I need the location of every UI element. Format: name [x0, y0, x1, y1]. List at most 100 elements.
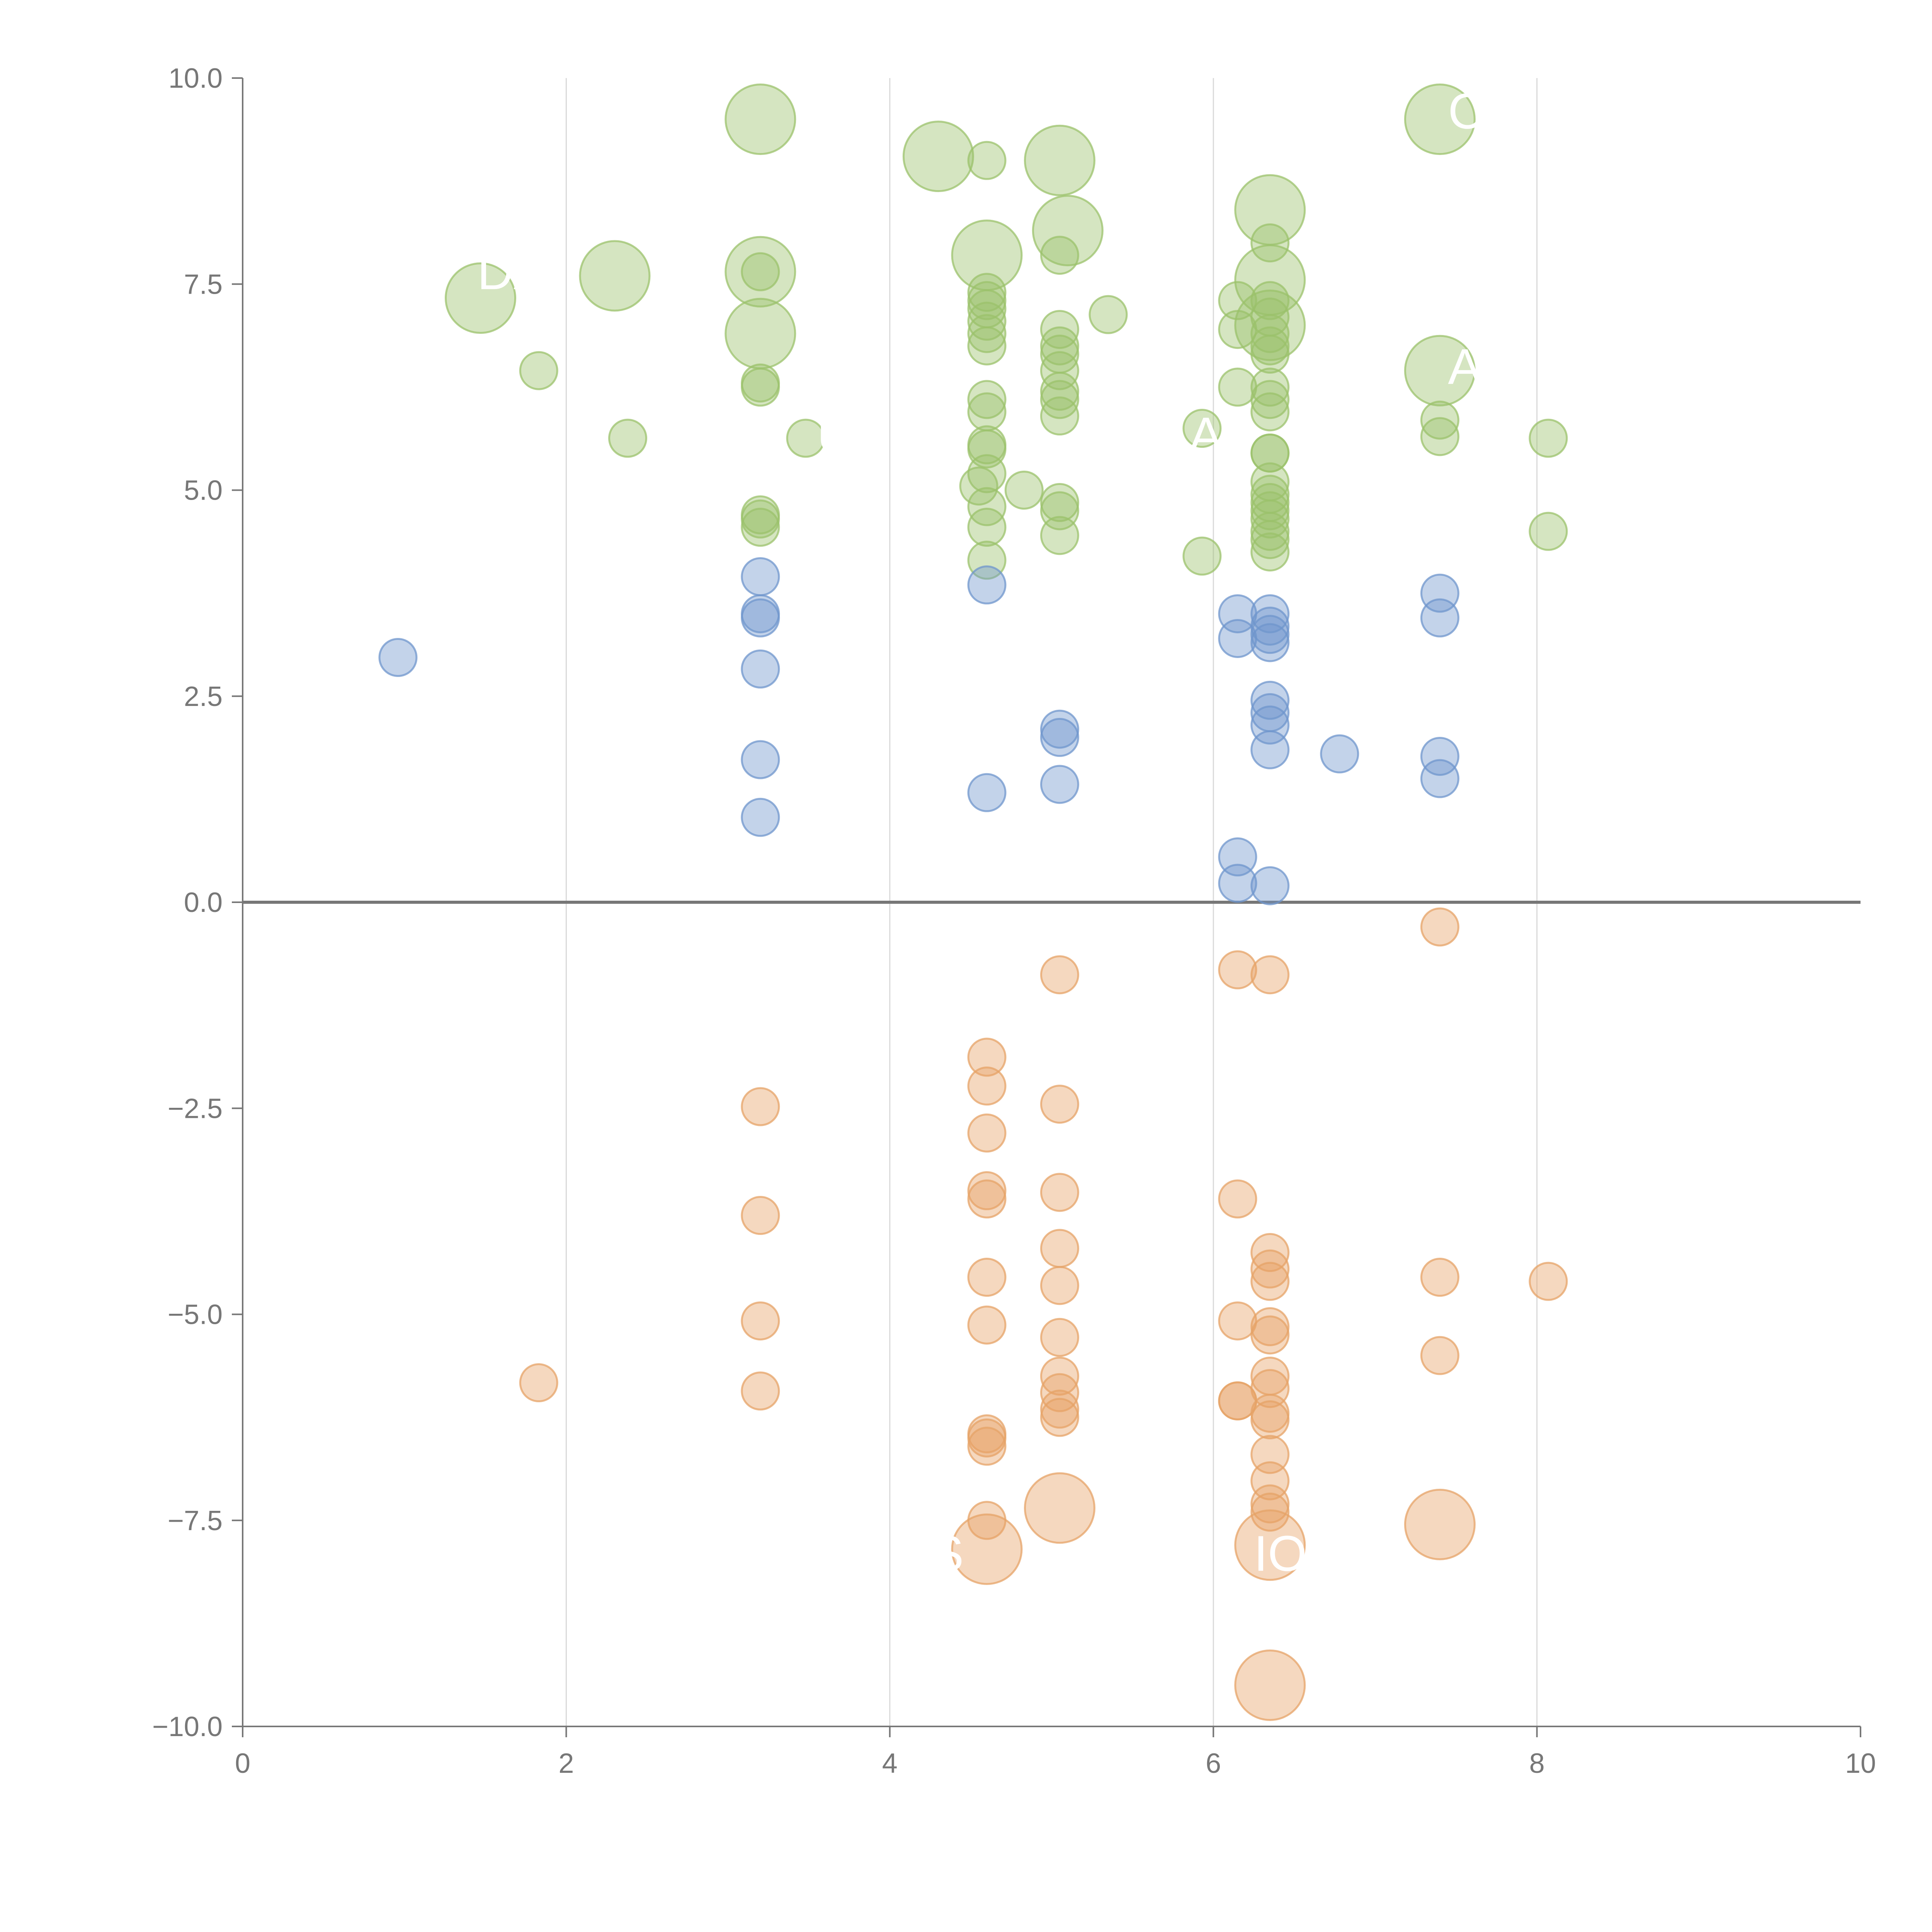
bubble-orange — [967, 1179, 1007, 1219]
bubble-orange — [1040, 1389, 1079, 1429]
bubble-orange — [1250, 1233, 1290, 1272]
bubble-blue — [741, 740, 780, 779]
bubble-green — [967, 141, 1007, 180]
bubble-green — [967, 507, 1007, 547]
bubble-green — [519, 351, 558, 390]
bubble-green — [967, 487, 1007, 526]
bubble-annotation: AS — [1448, 338, 1515, 395]
bubble-green — [959, 466, 998, 506]
bubble-green — [1250, 532, 1290, 571]
bubble-green — [1250, 491, 1290, 531]
bubble-green — [1024, 124, 1095, 196]
bubble-blue — [1420, 736, 1459, 776]
bubble-blue — [1250, 594, 1290, 633]
bubble-blue — [1320, 734, 1359, 774]
bubble-blue — [1250, 623, 1290, 662]
bubble-green — [1218, 281, 1257, 320]
bubble-orange — [1250, 955, 1290, 995]
bubble-blue — [1250, 730, 1290, 769]
bubble-annotation: U — [817, 407, 853, 463]
bubble-orange — [1250, 1400, 1290, 1440]
bubble-blue — [1040, 718, 1079, 757]
bubble-orange — [1420, 1258, 1459, 1297]
bubble-orange — [1040, 1173, 1079, 1212]
bubble-green — [1250, 434, 1290, 473]
bubble-orange — [1040, 1229, 1079, 1268]
bubble-green — [608, 418, 648, 458]
bubble-blue — [1040, 709, 1079, 749]
bubble-green — [741, 367, 780, 407]
bubble-green — [1250, 314, 1290, 353]
axes: 10.0 7.5 5.0 2.5 0.0 −2.5 −5.0 −7.5 −10.0 0 2 4 6 8 10 — [152, 63, 1876, 1779]
x-tick-label: 0 — [235, 1748, 250, 1779]
bubble-green — [967, 392, 1007, 432]
bubble-orange — [1529, 1262, 1568, 1301]
bubble-green — [1420, 417, 1459, 456]
bubble-orange — [967, 1258, 1007, 1297]
bubble-orange — [1420, 907, 1459, 947]
bubble-green — [1250, 499, 1290, 539]
bubble-green — [1250, 520, 1290, 559]
bubble-green — [1529, 512, 1568, 551]
bubble-blue — [741, 798, 780, 837]
bubble-orange — [967, 1171, 1007, 1211]
bubble-orange — [1040, 1085, 1079, 1124]
bubble-blue — [967, 565, 1007, 605]
bubble-blue — [741, 649, 780, 689]
x-tick-label: 6 — [1206, 1748, 1221, 1779]
bubble-orange — [967, 1418, 1007, 1458]
bubble-green — [967, 326, 1007, 366]
bubble-green — [741, 252, 780, 291]
x-tick-label: 4 — [882, 1748, 898, 1779]
x-tick-label: 10 — [1845, 1748, 1876, 1779]
bubble-orange — [1404, 1488, 1476, 1560]
bubble-green — [1250, 512, 1290, 551]
bubble-green — [967, 281, 1007, 320]
y-tick-label: −10.0 — [152, 1711, 223, 1742]
bubble-labels: DA U A C AS IO S — [477, 83, 1515, 1582]
bubble-blue — [741, 557, 780, 596]
bubble-green — [1250, 392, 1290, 432]
bubble-green — [1182, 536, 1222, 576]
bubble-green — [1250, 335, 1290, 374]
bubble-orange — [741, 1301, 780, 1341]
bubble-green — [1250, 326, 1290, 366]
bubble-blue — [1040, 765, 1079, 804]
bubble-orange — [1250, 1492, 1290, 1532]
y-tick-label: 5.0 — [184, 475, 223, 506]
y-tick-label: −7.5 — [168, 1505, 223, 1536]
bubble-annotation: IO — [1254, 1525, 1307, 1582]
bubble-green — [1040, 516, 1079, 555]
bubble-orange — [1234, 1509, 1306, 1581]
bubble-green — [1040, 236, 1079, 275]
bubble-green — [1040, 483, 1079, 522]
y-tick-label: 10.0 — [168, 63, 223, 94]
bubble-green — [1004, 471, 1044, 510]
bubble-green — [1040, 380, 1079, 419]
bubble-annotation: A — [1189, 407, 1223, 463]
bubble-orange — [741, 1196, 780, 1235]
bubble-green — [1250, 223, 1290, 263]
bubble-orange — [967, 1305, 1007, 1345]
bubble-orange — [741, 1371, 780, 1411]
bubble-green — [1088, 295, 1128, 334]
bubble-blue — [1420, 598, 1459, 638]
bubble-green — [967, 380, 1007, 419]
bubble-orange — [1040, 1398, 1079, 1437]
bubble-green — [902, 121, 974, 192]
bubble-orange — [1218, 950, 1257, 990]
bubble-green — [1040, 396, 1079, 436]
bubble-orange — [1250, 1315, 1290, 1355]
bubble-orange — [1024, 1472, 1095, 1544]
bubble-green — [741, 507, 780, 547]
y-tick-label: 2.5 — [184, 681, 223, 712]
bubble-blue — [1250, 615, 1290, 654]
bubble-green — [967, 273, 1007, 312]
bubble-green — [967, 314, 1007, 353]
bubble-green — [1529, 418, 1568, 458]
bubble-orange — [951, 1513, 1023, 1585]
bubble-orange — [1040, 955, 1079, 995]
bubble-green — [1218, 310, 1257, 349]
